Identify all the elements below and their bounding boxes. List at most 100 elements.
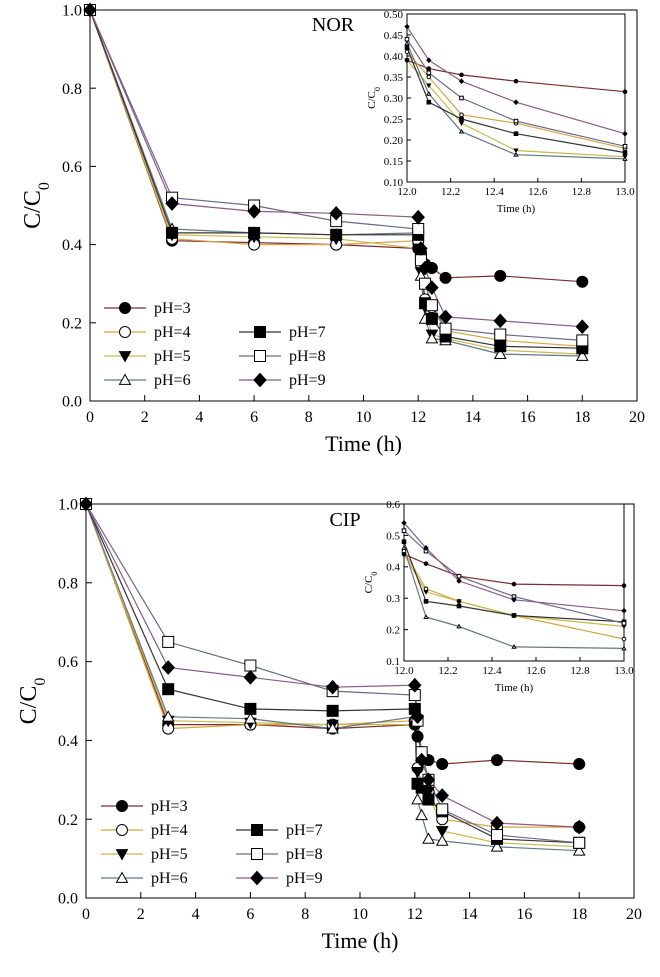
x-tick-label: 8 (305, 409, 313, 426)
data-point-ph-8 (576, 334, 589, 347)
inset-data-point-ph-8 (513, 118, 519, 124)
legend: pH=3 pH=4 pH=5 pH=6 pH=7 pH=8 pH=9 (104, 300, 326, 389)
data-point-ph-8 (162, 635, 175, 648)
data-point-ph-6 (244, 712, 257, 724)
data-point-ph-7 (244, 702, 257, 715)
y-tick-label: 0.8 (62, 81, 82, 98)
inset-data-point-ph-9 (511, 596, 517, 603)
inset-y-tick-label: 0.4 (386, 562, 400, 574)
inset-data-point-ph-6 (458, 128, 465, 134)
legend-marker-ph-4 (116, 824, 128, 836)
inset-data-point-ph-8 (404, 36, 410, 42)
data-point-ph-9 (418, 260, 432, 276)
inset-data-point-ph-6 (423, 614, 429, 619)
y-axis-title: C/C0 (16, 678, 49, 725)
x-tick-label: 16 (516, 906, 532, 923)
inset-data-point-ph-9 (458, 78, 465, 85)
y-tick-label: 0.4 (62, 237, 82, 254)
legend-marker-ph-9 (253, 372, 267, 388)
data-point-ph-9 (575, 319, 590, 335)
data-point-ph-5 (435, 826, 449, 838)
inset-data-point-ph-8 (426, 70, 432, 76)
inset-x-tick-label: 12.4 (485, 186, 505, 198)
data-point-ph-7 (422, 793, 435, 806)
data-point-ph-9 (161, 660, 175, 675)
legend-label-ph-5: pH=5 (154, 348, 191, 365)
legend-marker-ph-8 (251, 848, 263, 860)
data-point-ph-8 (439, 322, 452, 335)
inset-data-point-ph-5 (456, 599, 462, 605)
data-point-ph-7 (248, 226, 261, 239)
inset-y-tick-label: 0.1 (386, 656, 400, 668)
data-point-ph-8 (573, 836, 586, 849)
inset-y-tick-label: 0.20 (384, 135, 404, 147)
legend-label-ph-9: pH=9 (286, 870, 323, 887)
x-tick-label: 4 (195, 409, 203, 426)
inset-y-tick-label: 0.5 (386, 530, 400, 542)
inset-data-point-ph-3 (621, 583, 627, 588)
x-tick-label: 2 (137, 906, 145, 923)
legend-marker-ph-3 (119, 302, 131, 314)
inset-data-point-ph-3 (622, 89, 628, 94)
x-tick-label: 2 (141, 409, 149, 426)
inset-x-tick-label: 12.4 (482, 665, 502, 677)
inset-data-point-ph-8 (621, 621, 627, 626)
legend-label-ph-6: pH=6 (151, 870, 188, 887)
data-point-ph-9 (414, 752, 429, 768)
inset-x-tick-label: 12.8 (570, 665, 590, 677)
inset-data-point-ph-5 (423, 589, 429, 595)
data-point-ph-7 (494, 340, 507, 353)
inset-chart: 12.0 12.2 12.4 12.6 12.8 13.0 0.1 0.2 0.3 0.4 0.5 0… (363, 499, 634, 694)
inset-data-point-ph-3 (423, 561, 429, 566)
inset-data-point-ph-5 (513, 148, 519, 154)
inset-data-point-ph-4 (459, 112, 464, 118)
legend-marker-ph-6 (118, 373, 132, 385)
data-point-ph-9 (414, 241, 428, 256)
inset-x-tick-label: 12.6 (526, 665, 546, 677)
inset-y-tick-label: 0.35 (384, 72, 404, 84)
data-point-ph-9 (493, 313, 507, 329)
inset-data-point-ph-7 (459, 116, 464, 122)
inset-x-tick-label: 12.0 (394, 665, 414, 677)
data-point-ph-6 (493, 347, 507, 359)
data-point-ph-8 (436, 803, 449, 816)
data-point-ph-7 (415, 781, 428, 794)
data-point-ph-8 (244, 659, 257, 672)
data-point-ph-6 (411, 792, 424, 805)
inset-y-tick-label: 0.15 (384, 156, 404, 168)
x-tick-label: 20 (626, 906, 642, 923)
inset-data-point-ph-8 (622, 144, 628, 149)
inset-data-point-ph-5 (458, 121, 465, 127)
inset-y-tick-label: 0.3 (386, 593, 400, 605)
y-tick-label: 0.0 (62, 394, 82, 411)
inset-data-point-ph-7 (511, 613, 517, 618)
data-point-ph-9 (572, 819, 586, 835)
data-point-ph-8 (425, 299, 438, 312)
x-tick-label: 12 (410, 409, 426, 426)
inset-data-point-ph-3 (459, 72, 464, 78)
data-point-ph-3 (576, 275, 589, 288)
inset-data-point-ph-6 (511, 644, 517, 649)
chart-panel-nor: 0 2 4 6 8 10 12 14 16 18 20 0.0 0.2 0.4 0.6 0.8 1.0 Time … (20, 3, 645, 456)
data-point-ph-9 (425, 280, 439, 295)
x-tick-label: 14 (462, 906, 478, 923)
legend-label-ph-3: pH=3 (151, 798, 188, 815)
inset-x-tick-label: 13.0 (615, 186, 635, 198)
inset-data-point-ph-3 (426, 66, 432, 71)
inset-data-point-ph-6 (404, 40, 410, 46)
data-point-ph-3 (436, 758, 449, 771)
x-tick-label: 10 (352, 906, 368, 923)
inset-data-point-ph-3 (511, 581, 517, 587)
inset-data-point-ph-9 (423, 545, 429, 551)
data-point-ph-9 (421, 772, 436, 788)
data-point-ph-7 (326, 704, 339, 717)
data-point-ph-9 (325, 679, 340, 695)
inset-data-point-ph-6 (622, 156, 628, 161)
chart-title: CIP (329, 509, 360, 531)
inset-data-point-ph-6 (426, 90, 432, 96)
legend-label-ph-4: pH=4 (154, 324, 191, 341)
legend-marker-ph-5 (118, 351, 132, 363)
data-point-ph-3 (573, 758, 586, 771)
data-point-ph-6 (490, 840, 504, 852)
data-point-ph-9 (410, 709, 425, 725)
